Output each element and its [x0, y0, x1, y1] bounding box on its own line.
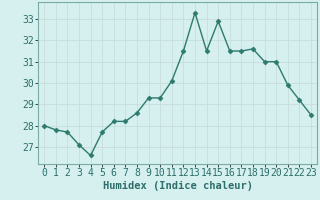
X-axis label: Humidex (Indice chaleur): Humidex (Indice chaleur) — [103, 181, 252, 191]
